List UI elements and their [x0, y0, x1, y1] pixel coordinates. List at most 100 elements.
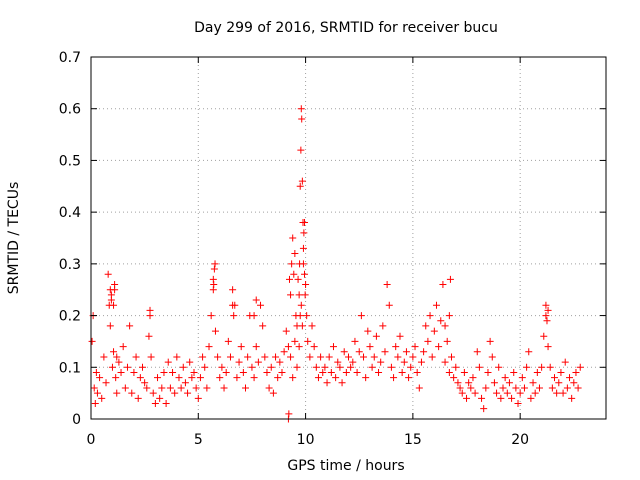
data-point: [102, 379, 110, 387]
data-point: [542, 312, 550, 320]
data-point: [520, 384, 528, 392]
data-point: [501, 374, 509, 382]
data-point: [110, 301, 118, 309]
data-point: [229, 286, 237, 294]
data-point: [296, 182, 304, 190]
data-point: [177, 384, 185, 392]
data-point: [295, 343, 303, 351]
data-point: [342, 368, 350, 376]
data-point: [261, 353, 269, 361]
data-point: [211, 260, 219, 268]
grid-layer: [91, 57, 606, 419]
data-point: [314, 374, 322, 382]
data-point: [456, 384, 464, 392]
data-point: [546, 363, 554, 371]
data-point: [347, 363, 355, 371]
data-point: [181, 379, 189, 387]
data-point: [445, 312, 453, 320]
data-point: [106, 322, 114, 330]
data-point: [111, 286, 119, 294]
data-point: [300, 229, 308, 237]
data-point: [499, 384, 507, 392]
data-point: [226, 353, 234, 361]
data-point: [329, 343, 337, 351]
data-point: [452, 363, 460, 371]
data-point: [259, 322, 267, 330]
data-point: [291, 337, 299, 345]
data-point: [332, 374, 340, 382]
data-point: [508, 394, 516, 402]
data-point: [104, 270, 112, 278]
data-point: [576, 363, 584, 371]
data-point: [340, 348, 348, 356]
data-point: [301, 270, 309, 278]
data-point: [123, 363, 131, 371]
data-point: [463, 394, 471, 402]
data-point: [557, 368, 565, 376]
data-point: [282, 327, 290, 335]
data-point: [274, 374, 282, 382]
data-point: [548, 384, 556, 392]
data-point: [141, 379, 149, 387]
data-point: [229, 301, 237, 309]
data-point: [292, 312, 300, 320]
data-point: [196, 374, 204, 382]
y-tick-label: 0.3: [59, 257, 81, 273]
data-point: [107, 296, 115, 304]
data-point: [482, 384, 490, 392]
data-point: [437, 317, 445, 325]
data-point: [566, 374, 574, 382]
data-point: [366, 343, 374, 351]
data-point: [379, 322, 387, 330]
data-point: [211, 327, 219, 335]
data-point: [542, 301, 550, 309]
data-point: [214, 353, 222, 361]
data-point: [291, 250, 299, 258]
data-point: [248, 363, 256, 371]
data-point: [186, 358, 194, 366]
data-point: [435, 343, 443, 351]
data-point: [188, 374, 196, 382]
data-point: [210, 265, 218, 273]
data-point: [298, 177, 306, 185]
data-point: [420, 348, 428, 356]
data-point: [495, 363, 503, 371]
data-point: [439, 281, 447, 289]
data-point: [112, 374, 120, 382]
x-tick-label: 20: [511, 432, 529, 448]
x-tick-label: 5: [194, 432, 203, 448]
data-point: [551, 374, 558, 382]
data-point: [164, 358, 172, 366]
data-point: [218, 363, 226, 371]
data-point: [396, 332, 404, 340]
data-point: [293, 363, 301, 371]
data-point: [310, 343, 318, 351]
data-point: [113, 353, 121, 361]
data-point: [288, 260, 296, 268]
data-point: [160, 368, 168, 376]
data-point: [294, 275, 302, 283]
data-point: [267, 363, 275, 371]
data-point: [428, 353, 436, 361]
data-point: [478, 394, 486, 402]
data-point: [467, 384, 475, 392]
data-point: [357, 312, 365, 320]
data-point: [392, 343, 400, 351]
chart-title: Day 299 of 2016, SRMTID for receiver buc…: [194, 20, 498, 36]
data-point: [156, 394, 164, 402]
data-point: [235, 358, 243, 366]
data-point: [192, 384, 200, 392]
data-point: [375, 368, 383, 376]
data-point: [190, 368, 198, 376]
data-point: [110, 348, 118, 356]
data-point: [475, 363, 483, 371]
data-point: [514, 399, 522, 407]
data-point: [134, 394, 142, 402]
data-point: [553, 389, 561, 397]
data-point: [90, 384, 98, 392]
data-point: [250, 374, 258, 382]
data-point: [272, 353, 280, 361]
data-point: [263, 368, 271, 376]
data-point: [345, 353, 352, 361]
data-point: [220, 384, 228, 392]
